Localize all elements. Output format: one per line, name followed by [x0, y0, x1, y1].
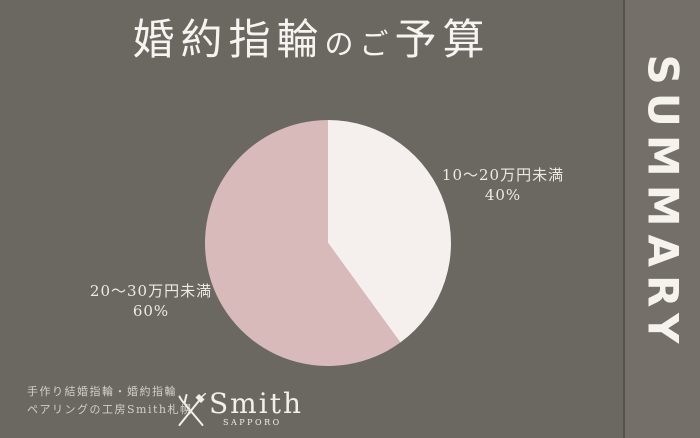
pie-label-pct: 60%: [132, 302, 170, 320]
pie-slice-1: [205, 120, 401, 366]
summary-sidebar: SUMMARY: [623, 0, 700, 438]
studio-description-line2: ペアリングの工房Smith札幌: [27, 403, 193, 416]
pie-slice-0: [328, 120, 451, 343]
smith-logo: Smith SAPPORO: [176, 390, 303, 428]
pie-label-text: 20〜30万円未満: [89, 282, 213, 300]
title-segment-small: のご: [324, 27, 395, 61]
summary-vertical-label: SUMMARY: [638, 54, 687, 352]
crossed-tools-icon: [178, 393, 206, 426]
studio-description: 手作り結婚指輪・婚約指輪 ペアリングの工房Smith札幌: [27, 383, 193, 419]
logo-text: Smith SAPPORO: [209, 390, 303, 428]
pie-label-text: 10〜20万円未満: [441, 166, 565, 184]
pie-label-pct: 40%: [484, 186, 522, 204]
title-segment: 婚約指輪: [132, 15, 325, 64]
pie-chart: [205, 120, 451, 366]
pie-label-20-30: 20〜30万円未満 60%: [76, 281, 226, 321]
page-title: 婚約指輪のご予算: [0, 8, 623, 72]
brand-name: Smith: [209, 387, 303, 420]
title-segment: 予算: [394, 15, 491, 64]
pie-label-10-20: 10〜20万円未満 40%: [428, 165, 578, 205]
studio-description-line1: 手作り結婚指輪・婚約指輪: [27, 385, 177, 398]
brand-subtitle: SAPPORO: [223, 418, 282, 427]
